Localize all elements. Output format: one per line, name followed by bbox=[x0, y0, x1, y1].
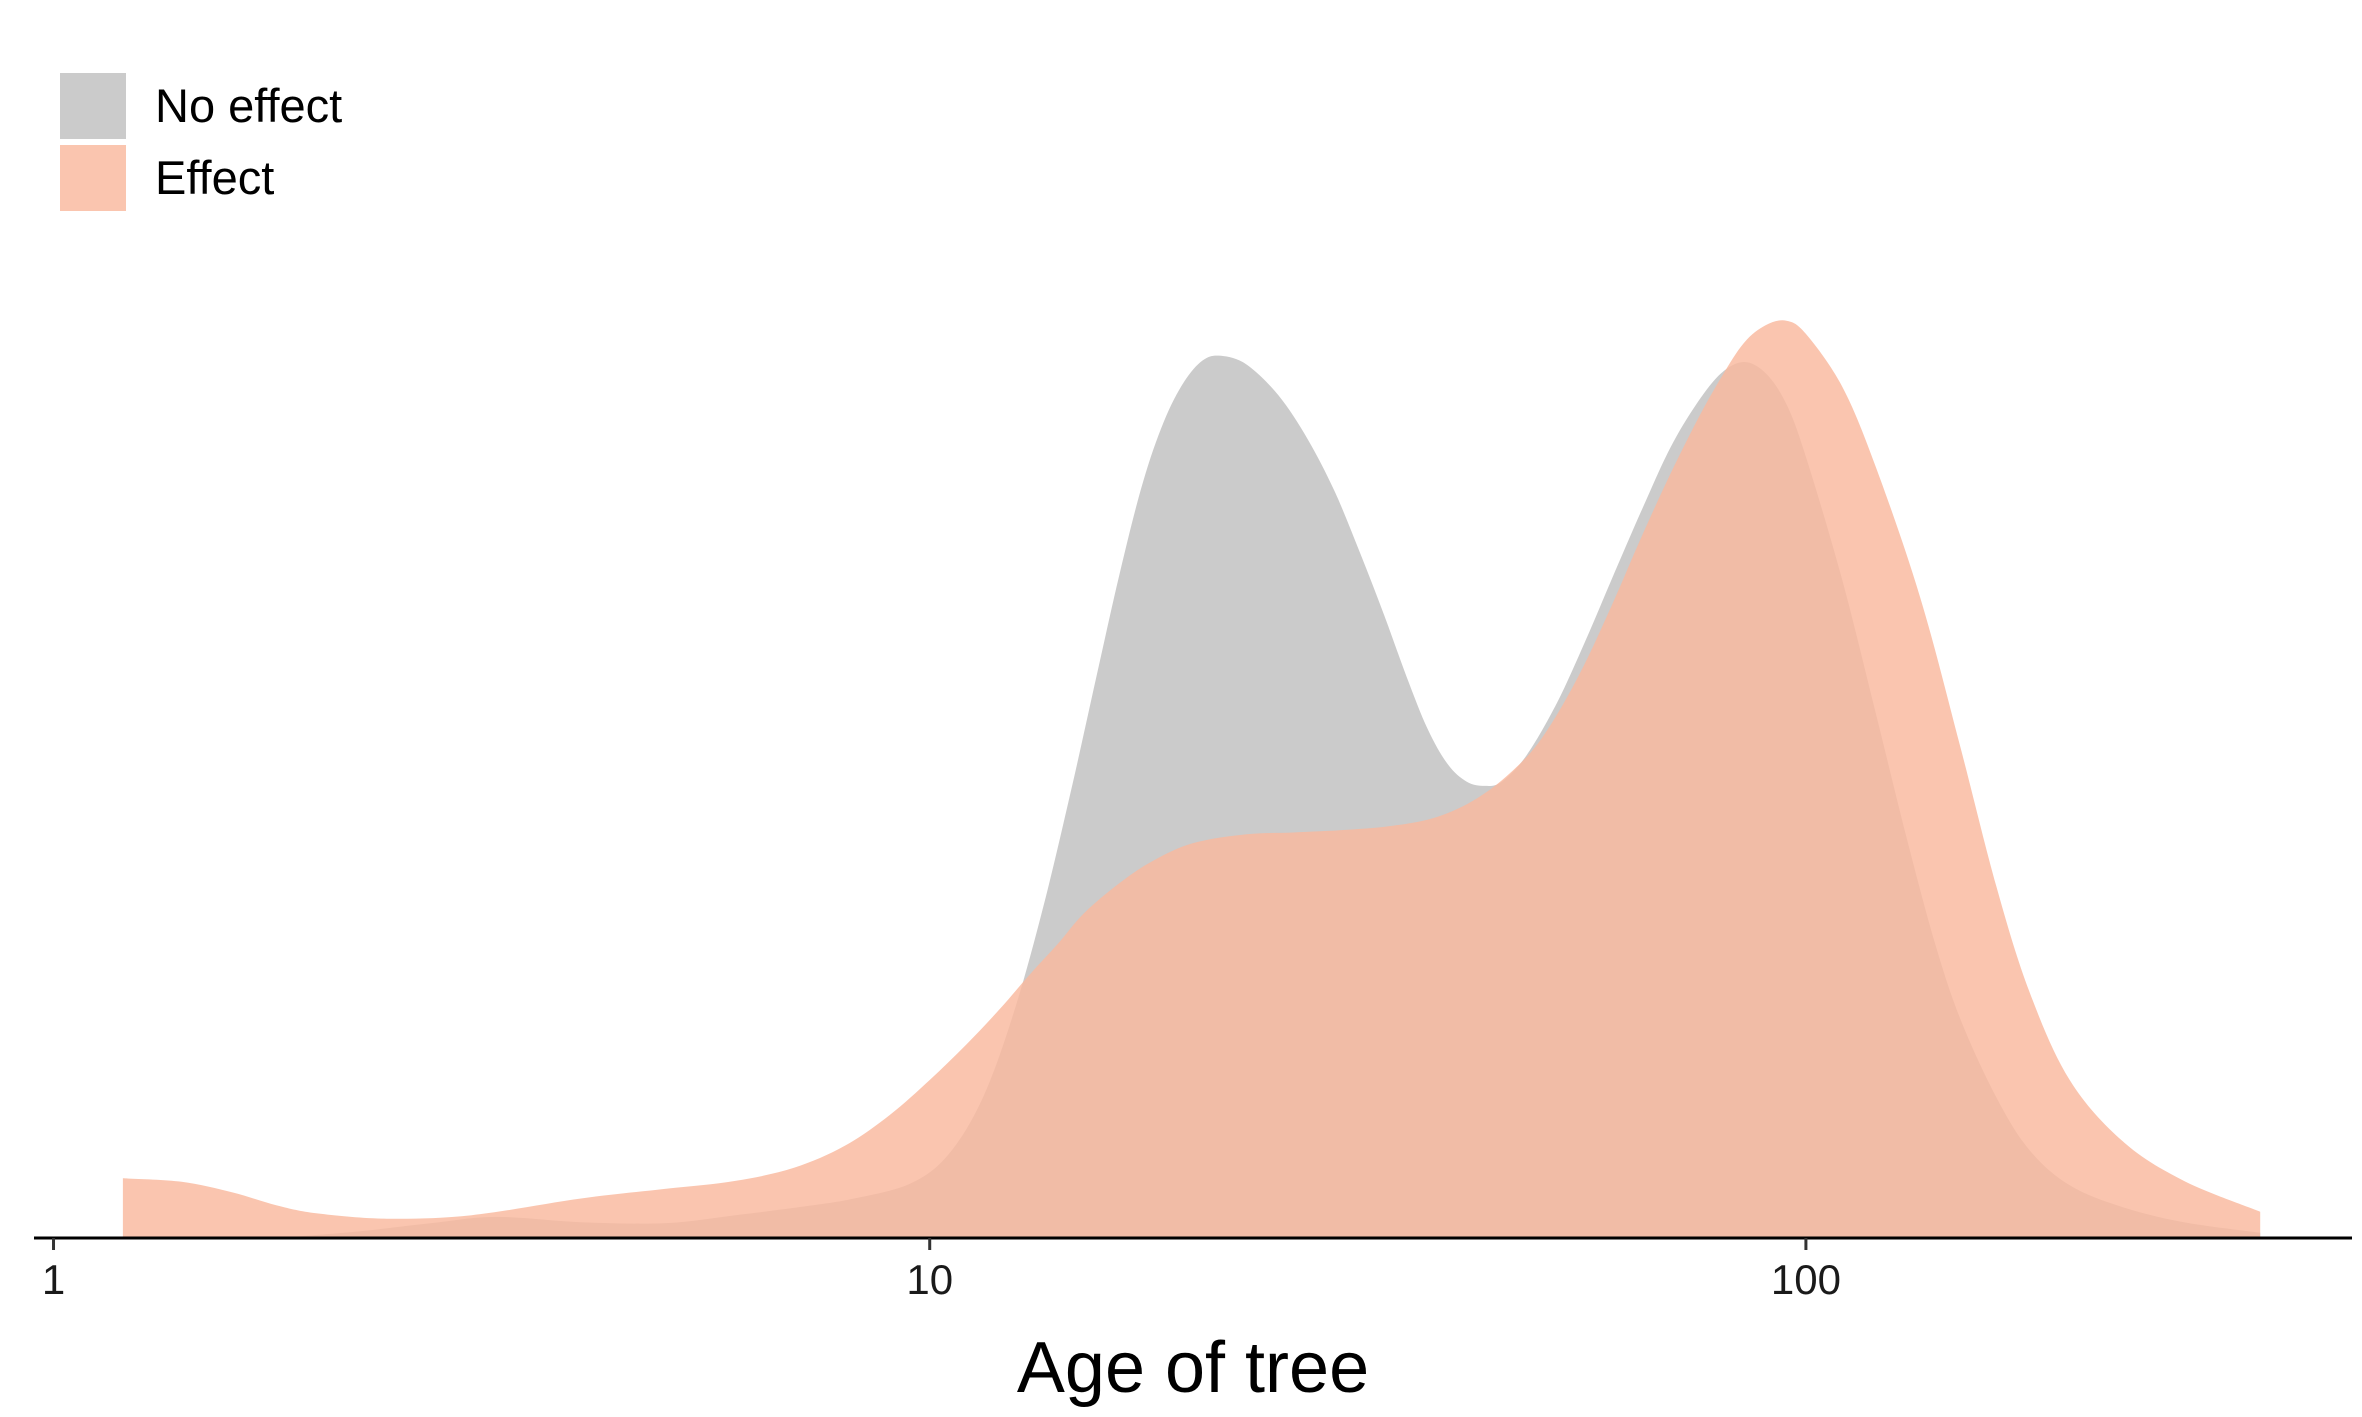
legend-swatch-effect bbox=[60, 145, 126, 211]
x-tick-label: 1 bbox=[42, 1256, 65, 1303]
x-axis-title: Age of tree bbox=[1017, 1328, 1369, 1408]
legend: No effect Effect bbox=[60, 73, 342, 211]
legend-label: No effect bbox=[155, 79, 342, 132]
legend-swatch-no-effect bbox=[60, 73, 126, 139]
x-tick-label: 100 bbox=[1771, 1256, 1841, 1303]
density-area-effect bbox=[122, 320, 2261, 1238]
x-axis-ticks: 1 10 100 bbox=[42, 1238, 1841, 1303]
legend-label: Effect bbox=[155, 151, 274, 204]
x-tick-label: 10 bbox=[906, 1256, 953, 1303]
series-layer bbox=[122, 320, 2261, 1239]
